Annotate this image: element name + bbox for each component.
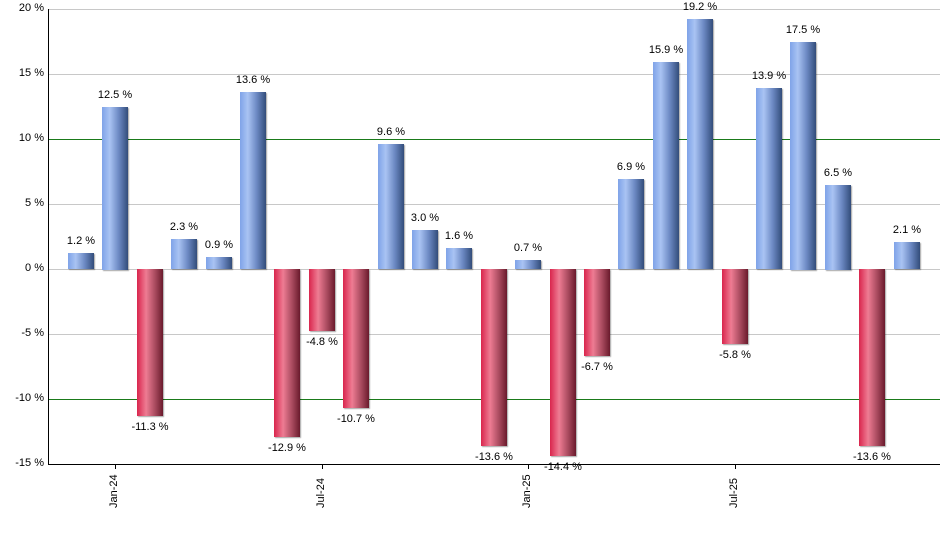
bar-value-label: 6.5 %	[823, 167, 853, 179]
bar-value-label: 1.2 %	[66, 235, 96, 247]
bar-value-label: -13.6 %	[475, 451, 513, 463]
bar-sep-24	[378, 144, 404, 269]
bar-value-label: -11.3 %	[131, 421, 169, 433]
bar-value-label: -6.7 %	[581, 361, 613, 373]
y-tick-label: -10 %	[15, 392, 44, 404]
bar-value-label: -12.9 %	[268, 442, 306, 454]
bar-nov-24	[446, 248, 472, 269]
gridline	[49, 74, 940, 75]
x-axis	[48, 464, 940, 465]
bar-value-label: -13.6 %	[853, 451, 891, 463]
bar-value-label: -5.8 %	[719, 349, 751, 361]
bar-aug-24	[343, 269, 369, 408]
bar-may-25	[653, 62, 679, 269]
y-tick-label: 5 %	[25, 197, 44, 209]
bar-jul-24	[309, 269, 335, 331]
bar-value-label: 2.3 %	[169, 221, 199, 233]
y-tick-label: -15 %	[15, 457, 44, 469]
bar-jun-24	[274, 269, 300, 437]
bar-value-label: 17.5 %	[785, 24, 821, 36]
x-tick-mark	[735, 464, 736, 469]
bar-value-label: 13.9 %	[751, 70, 787, 82]
bar-mar-24	[171, 239, 197, 269]
bar-value-label: -10.7 %	[337, 413, 375, 425]
gridline	[49, 204, 940, 205]
bar-dec-24	[481, 269, 507, 446]
bar-mar-25	[584, 269, 610, 356]
bar-aug-25	[756, 88, 782, 269]
bar-value-label: 0.7 %	[513, 242, 543, 254]
bar-oct-24	[412, 230, 438, 269]
bar-value-label: -14.4 %	[544, 461, 582, 473]
y-tick-label: 15 %	[18, 67, 44, 79]
bar-dec-23	[68, 253, 94, 269]
bar-value-label: 6.9 %	[616, 161, 646, 173]
bar-apr-24	[206, 257, 232, 269]
bar-jun-25	[687, 19, 713, 269]
y-tick-label: 10 %	[18, 132, 44, 144]
bar-dec-25	[894, 242, 920, 269]
x-tick-mark	[528, 464, 529, 469]
bar-oct-25	[825, 185, 851, 270]
bar-value-label: -4.8 %	[306, 336, 338, 348]
bar-jul-25	[722, 269, 748, 344]
bar-may-24	[240, 92, 266, 269]
x-tick-label: Jul-25	[728, 478, 740, 508]
y-tick-label: 20 %	[18, 2, 44, 14]
bar-value-label: 9.6 %	[376, 126, 406, 138]
bar-value-label: 15.9 %	[648, 44, 684, 56]
bar-nov-25	[859, 269, 885, 446]
y-tick-label: -5 %	[21, 327, 44, 339]
x-tick-mark	[115, 464, 116, 469]
x-tick-mark	[322, 464, 323, 469]
reference-line	[49, 139, 940, 140]
bar-value-label: 12.5 %	[97, 89, 133, 101]
gridline	[49, 9, 940, 10]
bar-value-label: 19.2 %	[682, 1, 718, 13]
bar-sep-25	[790, 42, 816, 270]
bar-value-label: 0.9 %	[204, 239, 234, 251]
x-tick-label: Jul-24	[315, 478, 327, 508]
bar-value-label: 1.6 %	[444, 230, 474, 242]
bar-jan-25	[515, 260, 541, 269]
x-tick-label: Jan-25	[521, 474, 533, 508]
bar-feb-24	[137, 269, 163, 416]
bar-value-label: 13.6 %	[235, 74, 271, 86]
bar-apr-25	[618, 179, 644, 269]
y-tick-label: 0 %	[25, 262, 44, 274]
bar-feb-25	[550, 269, 576, 456]
x-tick-label: Jan-24	[108, 474, 120, 508]
bar-value-label: 3.0 %	[410, 212, 440, 224]
bar-value-label: 2.1 %	[892, 224, 922, 236]
y-axis	[48, 9, 49, 465]
bar-jan-24	[102, 107, 128, 270]
